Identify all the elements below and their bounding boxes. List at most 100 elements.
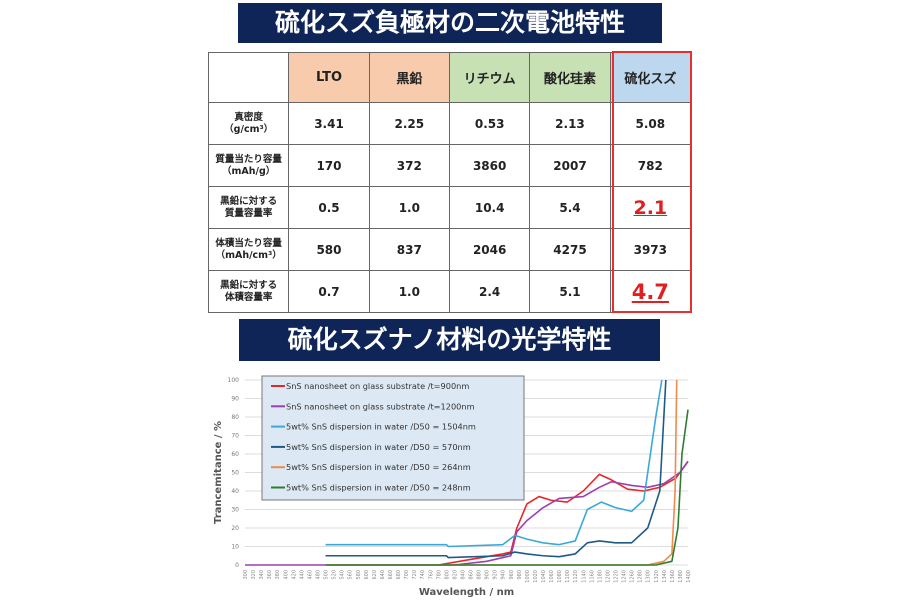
x-tick-label: 800 <box>444 570 450 580</box>
y-tick-label: 50 <box>231 470 239 477</box>
table-cell: 2.4 <box>448 270 531 313</box>
table-cell: 2.25 <box>368 102 450 145</box>
col-siox: 酸化珪素 <box>529 52 611 103</box>
col-graphite: 黒鉛 <box>368 52 450 103</box>
x-tick-label: 820 <box>452 570 458 580</box>
table-cell: 0.53 <box>448 102 531 145</box>
x-tick-label: 1060 <box>549 570 555 583</box>
x-tick-label: 320 <box>251 570 257 580</box>
x-tick-label: 1020 <box>533 570 539 583</box>
x-tick-label: 1280 <box>638 570 644 583</box>
series-line <box>438 460 689 566</box>
table-cell: 3.41 <box>288 102 370 145</box>
row-label: 真密度 （g/cm³） <box>207 102 290 145</box>
table-cell: 4275 <box>529 228 611 271</box>
x-tick-label: 440 <box>299 570 305 580</box>
x-tick-label: 460 <box>307 570 313 580</box>
row-label-line1: 体積当たり容量 <box>215 237 282 249</box>
row-label-line1: 質量当たり容量 <box>215 153 282 165</box>
table-cell: 5.1 <box>529 270 611 313</box>
x-tick-label: 540 <box>340 570 346 580</box>
x-tick-label: 900 <box>485 570 491 580</box>
x-tick-label: 780 <box>436 570 442 580</box>
series-line <box>245 460 689 566</box>
table-cell: 2046 <box>448 228 531 271</box>
y-tick-label: 90 <box>231 396 239 403</box>
x-tick-label: 1400 <box>686 570 692 583</box>
x-tick-label: 1240 <box>622 570 628 583</box>
table-cell: 5.4 <box>529 186 611 229</box>
x-tick-label: 680 <box>396 570 402 580</box>
table-cell: 3973 <box>609 228 692 271</box>
x-tick-label: 1380 <box>678 570 684 583</box>
x-tick-label: 1340 <box>662 570 668 583</box>
x-tick-label: 660 <box>388 570 394 580</box>
row-label: 黒鉛に対する 体積容量率 <box>207 270 290 313</box>
x-tick-label: 1300 <box>646 570 652 583</box>
battery-title: 硫化スズ負極材の二次電池特性 <box>238 3 662 43</box>
x-tick-label: 1180 <box>597 570 603 583</box>
x-tick-label: 560 <box>348 570 354 580</box>
table-cell: 10.4 <box>448 186 531 229</box>
legend-entry: 5wt% SnS dispersion in water /D50 = 1504… <box>286 422 476 432</box>
battery-table: LTO 黒鉛 リチウム 酸化珪素 硫化スズ 真密度 （g/cm³） 3.41 2.25… <box>207 52 692 313</box>
series-line <box>325 380 663 548</box>
series-line <box>325 409 689 566</box>
x-axis-label: Wavelength / nm <box>419 587 514 598</box>
legend-entry: 5wt% SnS dispersion in water /D50 = 570n… <box>286 442 471 452</box>
table-cell: 2007 <box>529 144 611 187</box>
table-cell: 5.08 <box>609 102 692 145</box>
table-cell: 2.13 <box>529 102 611 145</box>
y-tick-label: 30 <box>231 507 239 514</box>
y-tick-label: 0 <box>235 562 239 569</box>
x-tick-label: 760 <box>428 570 434 580</box>
y-tick-label: 40 <box>231 488 239 495</box>
x-tick-label: 720 <box>412 570 418 580</box>
x-tick-label: 920 <box>493 570 499 580</box>
col-lto: LTO <box>288 52 370 103</box>
legend-entry: 5wt% SnS dispersion in water /D50 = 264n… <box>286 462 471 472</box>
x-tick-label: 700 <box>404 570 410 580</box>
table-cell: 2.1 <box>609 186 692 229</box>
col-sns: 硫化スズ <box>609 52 692 103</box>
x-tick-label: 640 <box>380 570 386 580</box>
x-tick-label: 880 <box>477 570 483 580</box>
x-tick-label: 1320 <box>654 570 660 583</box>
x-tick-label: 1260 <box>630 570 636 583</box>
table-row: 体積当たり容量 （mAh/cm³） 580 837 2046 4275 3973 <box>207 228 692 271</box>
x-tick-label: 940 <box>501 570 507 580</box>
x-tick-label: 300 <box>243 570 249 580</box>
optical-title: 硫化スズナノ材料の光学特性 <box>239 319 660 361</box>
x-tick-label: 840 <box>460 570 466 580</box>
legend-entry: SnS nanosheet on glass substrate /t=900n… <box>286 381 469 391</box>
row-label: 質量当たり容量 （mAh/g） <box>207 144 290 187</box>
row-label-line2: 体積容量率 <box>224 291 273 303</box>
x-tick-label: 980 <box>517 570 523 580</box>
col-lithium: リチウム <box>448 52 531 103</box>
x-tick-label: 1000 <box>525 570 531 583</box>
x-tick-label: 860 <box>469 570 475 580</box>
series-line <box>325 380 667 559</box>
corner-cell <box>207 52 290 103</box>
x-tick-label: 520 <box>332 570 338 580</box>
y-tick-label: 60 <box>231 451 239 458</box>
x-tick-label: 480 <box>315 570 321 580</box>
table-cell: 1.0 <box>368 186 450 229</box>
table-cell: 580 <box>288 228 370 271</box>
table-cell: 0.5 <box>288 186 370 229</box>
x-tick-label: 360 <box>267 570 273 580</box>
x-tick-label: 1160 <box>589 570 595 583</box>
table-row: 質量当たり容量 （mAh/g） 170 372 3860 2007 782 <box>207 144 692 187</box>
table-cell: 372 <box>368 144 450 187</box>
x-tick-label: 1080 <box>557 570 563 583</box>
x-tick-label: 740 <box>420 570 426 580</box>
x-tick-label: 600 <box>364 570 370 580</box>
table-cell: 3860 <box>448 144 531 187</box>
x-tick-label: 1360 <box>670 570 676 583</box>
table-cell: 1.0 <box>368 270 450 313</box>
row-label-line1: 真密度 <box>234 111 263 123</box>
y-axis-label: Trancemitance / % <box>213 421 224 524</box>
x-tick-label: 1220 <box>614 570 620 583</box>
x-tick-label: 960 <box>509 570 515 580</box>
